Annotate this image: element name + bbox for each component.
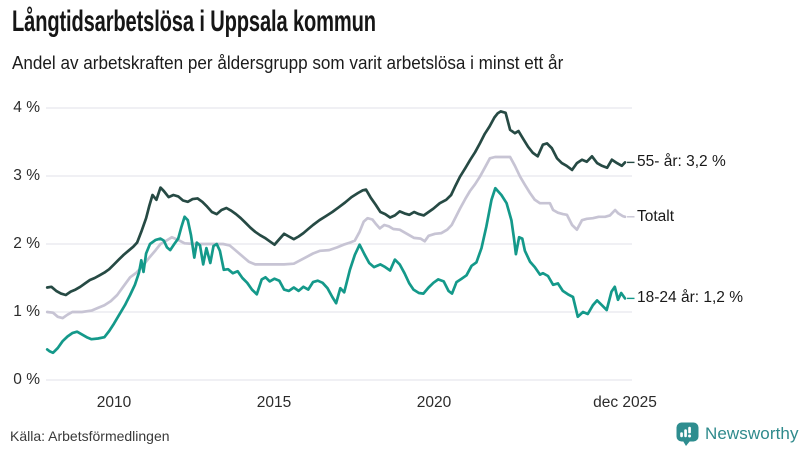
y-axis-label-1: 1 %	[13, 303, 40, 320]
x-axis-label-dec-2025: dec 2025	[593, 394, 657, 411]
x-axis-label-2015: 2015	[256, 394, 292, 411]
chart-subtitle: Andel av arbetskraften per åldersgrupp s…	[12, 51, 592, 75]
y-axis-label-3: 3 %	[13, 167, 40, 184]
end-label-55: 55- år: 3,2 %	[637, 153, 726, 171]
chart-subtitle-text: Andel av arbetskraften per åldersgrupp s…	[12, 53, 564, 73]
end-label-totalt: Totalt	[637, 207, 675, 225]
newsworthy-wordmark: Newsworthy	[705, 424, 799, 443]
newsworthy-logo: Newsworthy	[676, 422, 799, 446]
page-title-text: Långtidsarbetslösa i Uppsala kommun	[12, 5, 376, 38]
end-label-18-24: 18-24 år: 1,2 %	[637, 289, 743, 307]
newsworthy-bar-chart-icon	[676, 422, 699, 446]
y-axis-label-0: 0 %	[13, 371, 40, 388]
y-axis-label-4: 4 %	[13, 99, 40, 116]
page-title: Långtidsarbetslösa i Uppsala kommun	[12, 4, 555, 40]
x-axis-label-2010: 2010	[96, 394, 132, 411]
series-line-55	[45, 110, 627, 297]
series-line-18-24	[45, 186, 627, 355]
series-line-totalt	[45, 155, 627, 320]
source-note: Källa: Arbetsförmedlingen	[10, 428, 170, 444]
y-axis-label-2: 2 %	[13, 235, 40, 252]
x-axis-label-2020: 2020	[416, 394, 452, 411]
